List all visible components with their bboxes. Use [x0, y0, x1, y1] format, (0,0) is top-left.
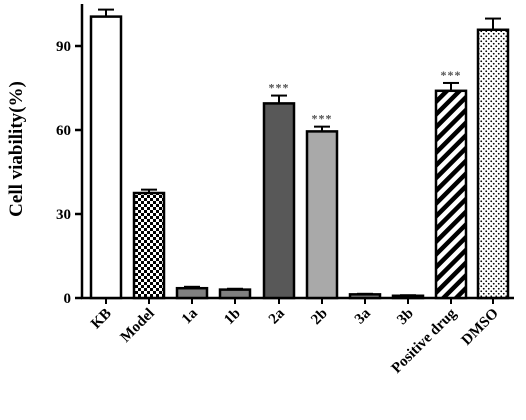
bar — [262, 102, 296, 300]
bar — [89, 15, 123, 300]
y-tick-label: 0 — [64, 291, 72, 307]
x-tick-label: 2a — [266, 305, 288, 327]
bar — [391, 294, 425, 300]
bar — [305, 130, 339, 300]
significance-label: *** — [269, 81, 290, 95]
significance-label: *** — [312, 112, 333, 126]
y-tick-label: 60 — [56, 123, 71, 139]
bar — [348, 293, 382, 300]
y-tick-label: 90 — [56, 39, 71, 55]
x-tick-label: 2b — [308, 306, 331, 329]
x-tick-label: KB — [88, 306, 115, 333]
bar — [476, 28, 510, 300]
x-tick-label: 1a — [179, 305, 201, 327]
x-tick-label: 1b — [221, 306, 244, 329]
bar — [132, 191, 166, 300]
bar — [434, 89, 468, 300]
x-tick-label: Model — [118, 306, 158, 346]
x-tick-label: 3b — [394, 306, 417, 329]
bar — [218, 288, 252, 300]
x-tick-label: 3a — [352, 305, 374, 327]
bar — [175, 286, 209, 300]
x-tick-label: DMSO — [459, 306, 502, 349]
y-axis-title: Cell viability(%) — [6, 81, 27, 217]
y-tick-label: 30 — [56, 207, 71, 223]
significance-label: *** — [441, 68, 462, 82]
